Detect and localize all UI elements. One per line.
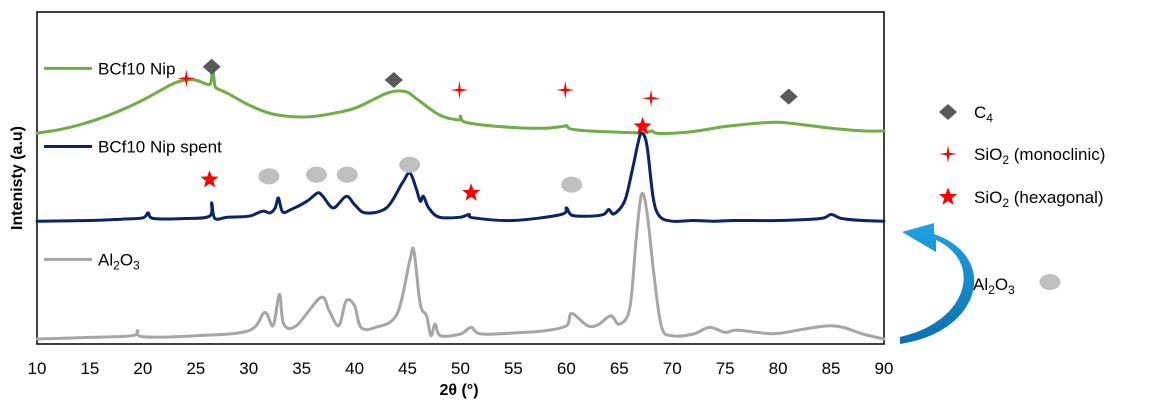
y-axis-title: Intenisty (a.u): [9, 126, 26, 230]
legend-entry: SiO2 (hexagonal): [974, 188, 1104, 210]
series-labels: BCf10 Nip BCf10 Nip spent Al2O3: [44, 59, 222, 272]
x-tick-label: 60: [557, 359, 576, 378]
plot-area: [35, 11, 886, 345]
series-line-1: [35, 131, 886, 223]
x-tick-label: 20: [133, 359, 152, 378]
plot-frame: [36, 11, 885, 345]
x-tick-labels: 10 15 20 25 30 35 40 45 50 55 60 65 70 75 80 85 90: [28, 359, 894, 378]
x-tick-label: 90: [875, 359, 894, 378]
thin-star-marker: [642, 89, 661, 108]
x-tick-label: 45: [398, 359, 417, 378]
diamond-marker: [384, 72, 403, 89]
x-tick-label: 55: [504, 359, 523, 378]
series-label: BCf10 Nip: [98, 59, 175, 78]
x-tick-label: 50: [451, 359, 470, 378]
x-tick-label: 85: [822, 359, 841, 378]
legend-entry: SiO2 (monoclinic): [974, 145, 1105, 167]
thin-star-marker: [177, 69, 196, 88]
legend-entry: C4: [974, 103, 993, 125]
x-tick-label: 80: [769, 359, 788, 378]
star-marker: [462, 183, 481, 201]
legend: C4 SiO2 (monoclinic) SiO2 (hexagonal) Al2O3: [939, 103, 1105, 297]
series-label: BCf10 Nip spent: [98, 137, 222, 156]
x-tick-label: 75: [716, 359, 735, 378]
curved-arrow: [900, 223, 975, 344]
thin-star-marker: [450, 81, 469, 99]
diamond-marker: [779, 88, 798, 105]
x-tick-label: 10: [28, 359, 47, 378]
legend-marker-diamond: [939, 104, 957, 120]
ellipse-marker: [306, 166, 328, 183]
x-tick-label: 40: [345, 359, 364, 378]
series-line-0: [35, 68, 886, 135]
curved-arrow-up: [900, 223, 975, 344]
ellipse-marker: [561, 176, 583, 193]
x-tick-label: 25: [186, 359, 205, 378]
series-line-2: [35, 191, 886, 341]
x-axis-title: 2θ (°): [439, 382, 478, 399]
phase-markers: [177, 58, 798, 201]
al2o3-key-marker: [1039, 274, 1061, 290]
legend-marker-star: [939, 187, 957, 205]
legend-marker-thin-star: [939, 145, 957, 163]
ellipse-marker: [336, 166, 358, 183]
thin-star-marker: [556, 81, 575, 99]
series-label: Al2O3: [98, 250, 140, 272]
star-marker: [633, 117, 652, 135]
al2o3-key-label: Al2O3: [973, 275, 1015, 297]
ellipse-marker: [399, 156, 421, 173]
x-tick-label: 65: [610, 359, 629, 378]
x-tick-label: 15: [80, 359, 99, 378]
diamond-marker: [202, 58, 221, 75]
ellipse-marker: [258, 168, 280, 185]
star-marker: [200, 170, 219, 188]
x-tick-label: 35: [292, 359, 311, 378]
x-tick-label: 30: [239, 359, 258, 378]
x-tick-label: 70: [663, 359, 682, 378]
